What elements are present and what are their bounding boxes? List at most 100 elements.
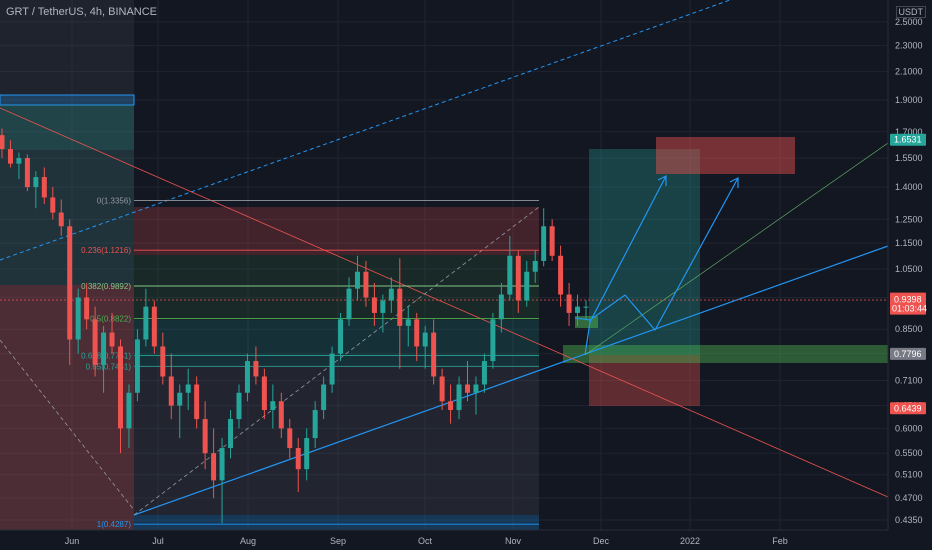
price-badge-bg (890, 402, 926, 415)
price-axis[interactable]: 2.5000 2.3000 2.1000 1.9000 1.7000 1.5500 1.40… (887, 0, 932, 550)
x-tick-label: Feb (772, 536, 788, 546)
candle-body (270, 401, 276, 411)
y-tick-label: 1.9000 (895, 95, 923, 105)
candle-body (575, 306, 581, 313)
box-green-lower (0, 150, 134, 285)
candle-body (465, 384, 471, 393)
candle-body (524, 271, 530, 301)
fib-label: 0.5(0.8822) (90, 315, 131, 324)
x-tick-label: Dec (593, 536, 610, 546)
candle-body (448, 401, 454, 411)
candle-body (278, 401, 284, 429)
price-badge-bg (890, 133, 926, 146)
candle-body (253, 361, 259, 377)
candle-body (50, 197, 56, 213)
projection-path-a (574, 177, 739, 332)
left-diagonal (0, 339, 135, 511)
y-tick-label: 1.7000 (895, 127, 923, 137)
fib-zone-blue (134, 515, 539, 530)
price-badge: 0.7796 (894, 349, 922, 359)
candle-body (117, 346, 123, 429)
box-top-blue (0, 94, 135, 106)
fib-zone-green (134, 255, 539, 320)
candle-body (134, 339, 140, 393)
candle-body (67, 226, 73, 340)
candle-body (498, 294, 504, 320)
candle-body (126, 392, 132, 429)
fib-label: 0.236(1.1216) (81, 246, 131, 255)
candle-body (75, 297, 81, 340)
fib-label: 0.382(0.9892) (81, 282, 131, 291)
chart-zones (0, 0, 888, 530)
candles-layer (0, 128, 589, 524)
candle-body (16, 158, 22, 164)
candle-body (363, 271, 369, 298)
x-tick-label: Jun (65, 536, 80, 546)
descending-trendline (0, 107, 889, 498)
candle-body (338, 319, 344, 354)
green-trendline (584, 142, 889, 356)
candle-body (185, 384, 191, 393)
candle-body (304, 438, 310, 470)
candle-body (101, 332, 107, 365)
x-tick-label: 2022 (680, 536, 700, 546)
candle-body (583, 306, 589, 308)
candle-body (33, 177, 39, 188)
x-tick-label: Jul (152, 536, 164, 546)
y-tick-label: 0.4350 (895, 515, 923, 525)
resistance-box (656, 137, 795, 174)
currency-badge[interactable]: USDT (895, 6, 926, 18)
dashed-channel-top (0, 0, 731, 261)
countdown-label: 01:03:44 (892, 304, 927, 314)
candle-body (287, 428, 293, 449)
candle-body (160, 346, 166, 377)
candle-body (177, 392, 183, 406)
price-badge-bg (890, 347, 926, 360)
last-price-badge-bg (890, 292, 926, 315)
candle-body (439, 376, 445, 402)
candle-body (0, 135, 5, 150)
x-tick-label: Oct (418, 536, 433, 546)
candle-body (431, 332, 437, 377)
candle-body (566, 294, 572, 313)
candle-body (151, 306, 157, 347)
candle-body (24, 158, 30, 188)
fib-label: 0.65(0.7461) (86, 362, 132, 371)
candle-body (541, 226, 547, 261)
arrow-head-b (729, 177, 739, 188)
candle-body (312, 410, 318, 439)
time-axis[interactable]: Jun Jul Aug Sep Oct Nov Dec 2022 Feb (0, 529, 888, 546)
x-tick-label: Sep (330, 536, 346, 546)
candle-body (84, 297, 90, 320)
symbol-title[interactable]: GRT / TetherUS, 4h, BINANCE (6, 6, 158, 18)
candle-body (211, 453, 217, 481)
y-tick-label: 1.5500 (895, 153, 923, 163)
candle-body (481, 361, 487, 385)
candle-body (236, 392, 242, 420)
y-tick-label: 2.1000 (895, 67, 923, 77)
candle-body (244, 361, 250, 393)
y-tick-label: 0.5100 (895, 470, 923, 480)
fib-diagonal (133, 206, 540, 516)
candle-body (261, 376, 267, 411)
candle-body (168, 376, 174, 406)
candle-body (388, 288, 394, 301)
price-badge: 1.6531 (894, 135, 922, 145)
ascending-trendline (133, 245, 889, 516)
fib-zone-red (134, 207, 539, 255)
y-tick-label: 0.6000 (895, 423, 923, 433)
candle-body (219, 448, 225, 481)
y-tick-label: 1.0500 (895, 264, 923, 274)
fib-label: 1(0.4287) (97, 520, 132, 529)
candle-body (92, 319, 98, 365)
candle-body (228, 419, 234, 449)
candle-body (346, 288, 352, 320)
candle-body (354, 271, 360, 289)
price-badge: 0.6439 (894, 403, 922, 413)
candle-body (515, 255, 521, 301)
fib-label: 0(1.3356) (97, 196, 132, 205)
projection-path-b (584, 175, 667, 356)
y-tick-label: 0.7100 (895, 375, 923, 385)
y-tick-label: 2.5000 (895, 17, 923, 27)
